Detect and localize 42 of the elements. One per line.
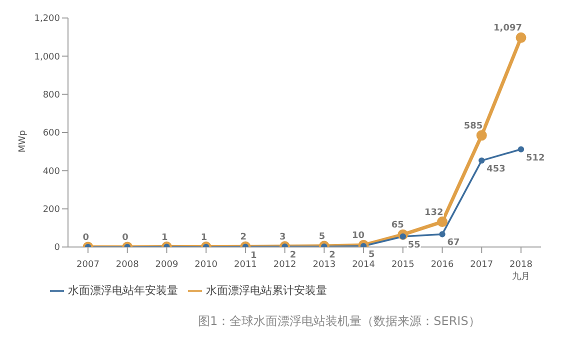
data-label: 3 <box>280 232 286 242</box>
y-tick-label: 400 <box>42 166 60 177</box>
data-label: 512 <box>526 153 545 164</box>
y-tick-label: 1,200 <box>34 14 60 24</box>
data-label: 10 <box>352 231 365 242</box>
x-tick-label: 2007 <box>76 260 100 270</box>
data-label: 1 <box>200 232 208 243</box>
x-tick-label: 2009 <box>155 260 178 270</box>
data-label: 0 <box>122 233 128 243</box>
data-label: 65 <box>391 220 404 231</box>
x-tick-label: 2012 <box>273 260 296 270</box>
legend-label: 水面漂浮电站累计安装量 <box>206 284 327 297</box>
data-label: 585 <box>464 121 483 132</box>
data-label: 1 <box>161 232 168 243</box>
x-tick-label: 2018 九月 <box>510 260 533 282</box>
data-label: 67 <box>447 238 460 248</box>
x-tick-label: 2008 <box>116 260 140 270</box>
data-label: 5 <box>318 232 326 242</box>
x-tick-label: 2017 <box>470 260 494 270</box>
y-tick-label: 1,000 <box>34 52 60 62</box>
y-axis-title: MWp <box>18 130 28 152</box>
y-tick-label: 200 <box>42 205 60 216</box>
data-label: 2 <box>329 250 336 261</box>
y-tick-label: 600 <box>42 128 60 139</box>
x-tick-label: 2015 <box>391 260 414 270</box>
data-label: 132 <box>424 208 444 218</box>
y-tick-label: 0 <box>54 243 60 254</box>
x-tick-label: 2014 <box>352 260 376 270</box>
x-tick-label: 2010 <box>194 260 218 270</box>
y-tick-label: 800 <box>42 90 60 101</box>
data-label: 5 <box>368 250 375 260</box>
x-tick-label: 2011 <box>234 260 257 270</box>
data-label: 1,097 <box>494 24 522 34</box>
data-label: 453 <box>486 164 506 175</box>
data-label: 2 <box>240 232 246 243</box>
x-tick-label: 2016 <box>430 260 454 270</box>
legend-label: 水面漂浮电站年安装量 <box>68 284 178 297</box>
caption: 图1：全球水面漂浮电站装机量（数据来源：SERIS） <box>198 313 480 330</box>
data-label: 1 <box>250 250 257 261</box>
data-label: 2 <box>290 250 296 261</box>
data-label: 0 <box>82 233 89 243</box>
x-tick-label: 2013 <box>312 260 336 270</box>
